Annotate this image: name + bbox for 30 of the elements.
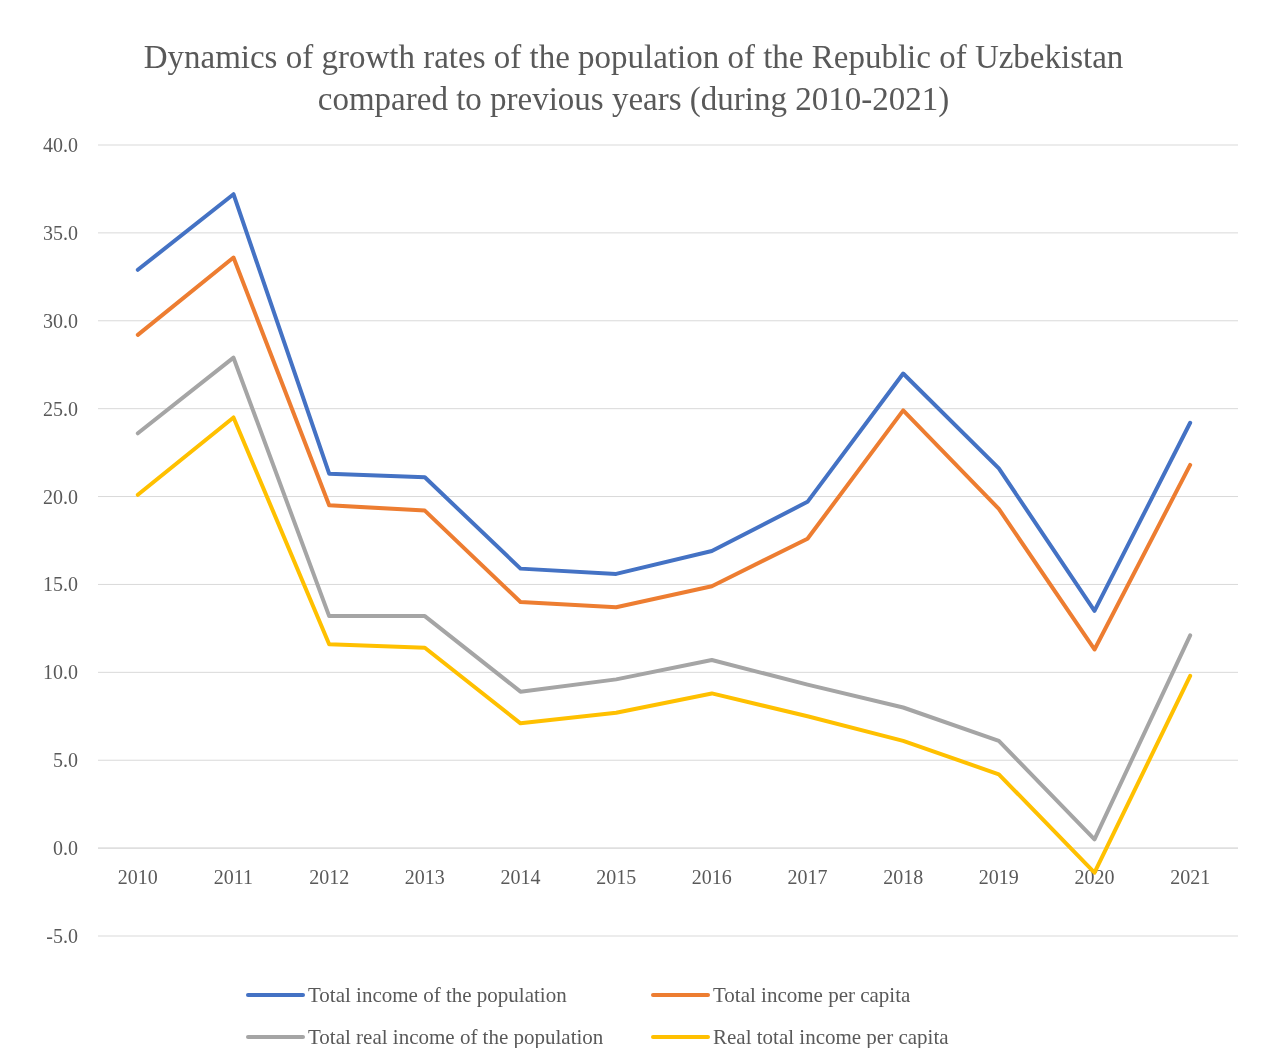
chart-title: Dynamics of growth rates of the population of the Republic of Uzbekistan compared to previous years (during 2010-2021) <box>143 39 1124 118</box>
y-tick-label: 35.0 <box>43 221 78 244</box>
y-tick-label: 0.0 <box>53 837 78 860</box>
y-tick-label: 15.0 <box>43 573 78 596</box>
x-tick-label: 2019 <box>978 866 1019 889</box>
x-tick-label: 2012 <box>309 866 350 889</box>
legend-label: Total income per capita <box>713 983 912 1008</box>
x-tick-label: 2011 <box>213 866 254 889</box>
x-tick-label: 2010 <box>117 866 158 889</box>
legend-label: Total real income of the population <box>308 1025 604 1050</box>
legend-label: Total income of the population <box>308 983 568 1008</box>
x-tick-label: 2015 <box>596 866 637 889</box>
x-tick-label: 2020 <box>1074 866 1115 889</box>
y-tick-label: 10.0 <box>43 661 78 684</box>
x-tick-label: 2014 <box>500 866 541 889</box>
line-series <box>135 355 1193 842</box>
y-tick-label: 40.0 <box>43 134 78 156</box>
legend-label: Real total income per capita <box>713 1025 950 1050</box>
x-tick-label: 2017 <box>787 866 828 889</box>
line-series <box>135 192 1193 613</box>
y-tick-label: 30.0 <box>43 309 78 332</box>
line-series <box>135 255 1193 652</box>
x-tick-label: 2013 <box>404 866 445 889</box>
y-tick-label: 5.0 <box>53 749 78 772</box>
y-tick-label: 25.0 <box>43 397 78 420</box>
x-tick-label: 2016 <box>691 866 732 889</box>
x-tick-label: 2021 <box>1170 866 1211 889</box>
y-tick-label: 20.0 <box>43 485 78 508</box>
x-tick-label: 2018 <box>883 866 924 889</box>
y-tick-label: -5.0 <box>46 925 78 947</box>
